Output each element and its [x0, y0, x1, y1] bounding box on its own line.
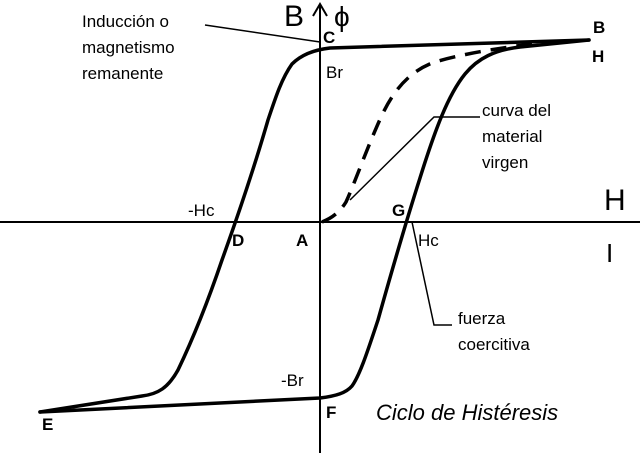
phi-symbol: ϕ: [334, 1, 350, 32]
virgin-curve-annotation-line-3: virgen: [482, 153, 528, 172]
horizontal-axis-label: H: [604, 184, 626, 217]
virgin-curve-annotation-line-2: material: [482, 127, 542, 146]
vertical-axis-label: B: [284, 0, 304, 33]
coercivity-label: Hc: [418, 231, 439, 250]
coercive-force-leader-line: [411, 221, 452, 326]
remanence-value-label: Br: [326, 63, 343, 82]
ascending-branch-curve: [38, 38, 591, 414]
point-b-label: B: [593, 18, 605, 37]
remanence-annotation-line-3: remanente: [82, 64, 163, 83]
remanence-annotation-line-2: magnetismo: [82, 38, 175, 57]
coercive-force-annotation-line-2: coercitiva: [458, 335, 530, 354]
descending-branch-curve: [38, 38, 591, 414]
point-h-label: H: [592, 47, 604, 66]
remanence-leader-line: [204, 24, 321, 43]
point-a-label: A: [296, 231, 308, 250]
virgin-curve-annotation-line-1: curva del: [482, 101, 551, 120]
current-symbol: I: [606, 238, 613, 268]
point-g-label: G: [392, 201, 405, 220]
vertical-axis-arrowhead: [312, 2, 328, 17]
remanence-annotation-line-1: Inducción o: [82, 12, 169, 31]
diagram-title: Ciclo de Histéresis: [376, 400, 558, 425]
point-f-label: F: [326, 403, 336, 422]
virgin-curve-leader-line: [349, 116, 480, 201]
point-d-label: D: [232, 231, 244, 250]
virgin-curve: [321, 42, 533, 224]
coercive-force-annotation-line-1: fuerza: [458, 309, 506, 328]
negative-coercivity-label: -Hc: [188, 201, 215, 220]
point-e-label: E: [42, 415, 53, 434]
tip-return-curve: [499, 39, 590, 51]
negative-remanence-label: -Br: [281, 371, 304, 390]
point-c-label: C: [323, 28, 335, 47]
